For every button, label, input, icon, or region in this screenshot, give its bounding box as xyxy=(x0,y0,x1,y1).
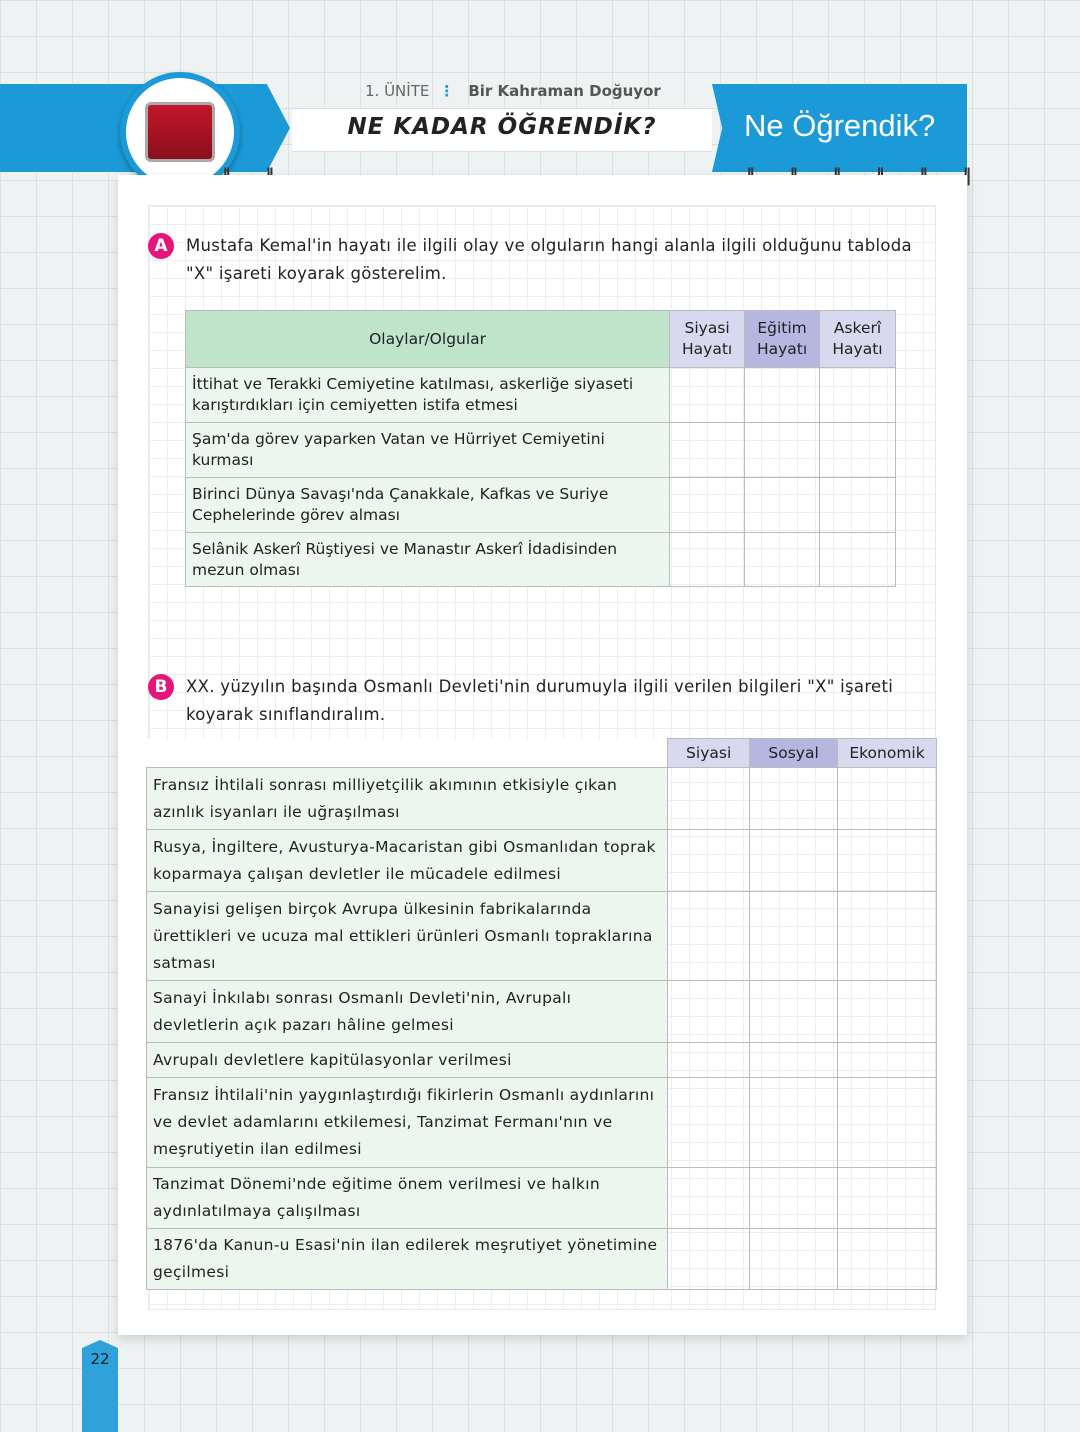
column-header: Askerî Hayatı xyxy=(819,310,896,368)
row-text: İttihat ve Terakki Cemiyetine katılması,… xyxy=(184,367,671,423)
answer-cell[interactable] xyxy=(749,980,839,1043)
row-text: Fransız İhtilali sonrası milliyetçilik a… xyxy=(145,767,669,830)
row-text: Birinci Dünya Savaşı'nda Çanakkale, Kafk… xyxy=(184,477,671,533)
column-header: Siyasi Hayatı xyxy=(669,310,746,368)
unit-label: 1. ÜNİTE ⋮ Bir Kahraman Doğuyor xyxy=(365,82,661,100)
answer-cell[interactable] xyxy=(667,891,751,981)
answer-cell[interactable] xyxy=(749,1228,839,1290)
title-band xyxy=(292,108,712,152)
answer-cell[interactable] xyxy=(669,477,746,533)
row-text: Sanayisi gelişen birçok Avrupa ülkesinin… xyxy=(145,891,669,981)
answer-cell[interactable] xyxy=(669,532,746,587)
answer-cell[interactable] xyxy=(744,367,821,423)
column-header: Ekonomik xyxy=(837,738,937,768)
section-b-instruction: XX. yüzyılın başında Osmanlı Devleti'nin… xyxy=(186,677,894,724)
answer-cell[interactable] xyxy=(667,767,751,830)
answer-cell[interactable] xyxy=(669,422,746,478)
answer-cell[interactable] xyxy=(744,422,821,478)
column-header: Siyasi xyxy=(667,738,751,768)
section-b-badge: B xyxy=(148,674,174,700)
answer-cell[interactable] xyxy=(749,1167,839,1229)
table-row: Fransız İhtilali'nin yaygınlaştırdığı fi… xyxy=(145,1077,937,1168)
row-text: Rusya, İngiltere, Avusturya-Macaristan g… xyxy=(145,829,669,892)
table-row: Sanayisi gelişen birçok Avrupa ülkesinin… xyxy=(145,891,937,981)
answer-cell[interactable] xyxy=(837,1077,937,1168)
answer-cell[interactable] xyxy=(667,1042,751,1078)
dots-icon: ⋮ xyxy=(439,82,455,100)
answer-cell[interactable] xyxy=(837,891,937,981)
unit-number: 1. ÜNİTE xyxy=(365,82,430,100)
row-text: Sanayi İnkılabı sonrası Osmanlı Devleti'… xyxy=(145,980,669,1043)
table-row: İttihat ve Terakki Cemiyetine katılması,… xyxy=(184,367,896,423)
table-row: 1876'da Kanun-u Esasi'nin ilan edilerek … xyxy=(145,1228,937,1290)
column-header: Sosyal xyxy=(749,738,839,768)
row-text: Tanzimat Dönemi'nde eğitime önem verilme… xyxy=(145,1167,669,1229)
answer-cell[interactable] xyxy=(744,477,821,533)
answer-cell[interactable] xyxy=(667,1077,751,1168)
answer-cell[interactable] xyxy=(749,1042,839,1078)
answer-cell[interactable] xyxy=(749,891,839,981)
table-row: Selânik Askerî Rüştiyesi ve Manastır Ask… xyxy=(184,532,896,587)
column-header: Olaylar/Olgular xyxy=(184,310,671,368)
table-row: Avrupalı devletlere kapitülasyonlar veri… xyxy=(145,1042,937,1078)
answer-cell[interactable] xyxy=(819,477,896,533)
answer-cell[interactable] xyxy=(667,829,751,892)
section-a-instruction: Mustafa Kemal'in hayatı ile ilgili olay … xyxy=(186,236,912,283)
answer-cell[interactable] xyxy=(819,422,896,478)
answer-cell[interactable] xyxy=(744,532,821,587)
section-a-table: Olaylar/Olgular Siyasi Hayatı Eğitim Hay… xyxy=(184,310,896,587)
section-title: Ne Öğrendik? xyxy=(744,108,936,143)
unit-title: Bir Kahraman Doğuyor xyxy=(468,82,661,100)
row-text: Fransız İhtilali'nin yaygınlaştırdığı fi… xyxy=(145,1077,669,1168)
table-row: Sanayi İnkılabı sonrası Osmanlı Devleti'… xyxy=(145,980,937,1043)
answer-cell[interactable] xyxy=(819,367,896,423)
section-b-table: Siyasi Sosyal Ekonomik Fransız İhtilali … xyxy=(145,738,937,1290)
row-text: 1876'da Kanun-u Esasi'nin ilan edilerek … xyxy=(145,1228,669,1290)
empty-corner xyxy=(146,738,669,768)
table-row: Rusya, İngiltere, Avusturya-Macaristan g… xyxy=(145,829,937,892)
table-row: Şam'da görev yaparken Vatan ve Hürriyet … xyxy=(184,422,896,478)
answer-cell[interactable] xyxy=(837,829,937,892)
answer-cell[interactable] xyxy=(819,532,896,587)
table-row: Birinci Dünya Savaşı'nda Çanakkale, Kafk… xyxy=(184,477,896,533)
row-text: Şam'da görev yaparken Vatan ve Hürriyet … xyxy=(184,422,671,478)
table-row: Fransız İhtilali sonrası milliyetçilik a… xyxy=(145,767,937,830)
row-text: Avrupalı devletlere kapitülasyonlar veri… xyxy=(145,1042,669,1078)
answer-cell[interactable] xyxy=(749,829,839,892)
answer-cell[interactable] xyxy=(667,1167,751,1229)
answer-cell[interactable] xyxy=(837,1228,937,1290)
answer-cell[interactable] xyxy=(749,767,839,830)
answer-cell[interactable] xyxy=(837,1167,937,1229)
answer-cell[interactable] xyxy=(837,1042,937,1078)
column-header: Eğitim Hayatı xyxy=(744,310,821,368)
answer-cell[interactable] xyxy=(669,367,746,423)
answer-cell[interactable] xyxy=(837,767,937,830)
page-number: 22 xyxy=(82,1340,118,1432)
answer-cell[interactable] xyxy=(667,1228,751,1290)
answer-cell[interactable] xyxy=(749,1077,839,1168)
answer-cell[interactable] xyxy=(667,980,751,1043)
answer-cell[interactable] xyxy=(837,980,937,1043)
table-row: Tanzimat Dönemi'nde eğitime önem verilme… xyxy=(145,1167,937,1229)
section-a-badge: A xyxy=(148,233,174,259)
page-title: NE KADAR ÖĞRENDİK? xyxy=(347,114,657,140)
header-band-right xyxy=(712,84,967,172)
row-text: Selânik Askerî Rüştiyesi ve Manastır Ask… xyxy=(184,532,671,587)
